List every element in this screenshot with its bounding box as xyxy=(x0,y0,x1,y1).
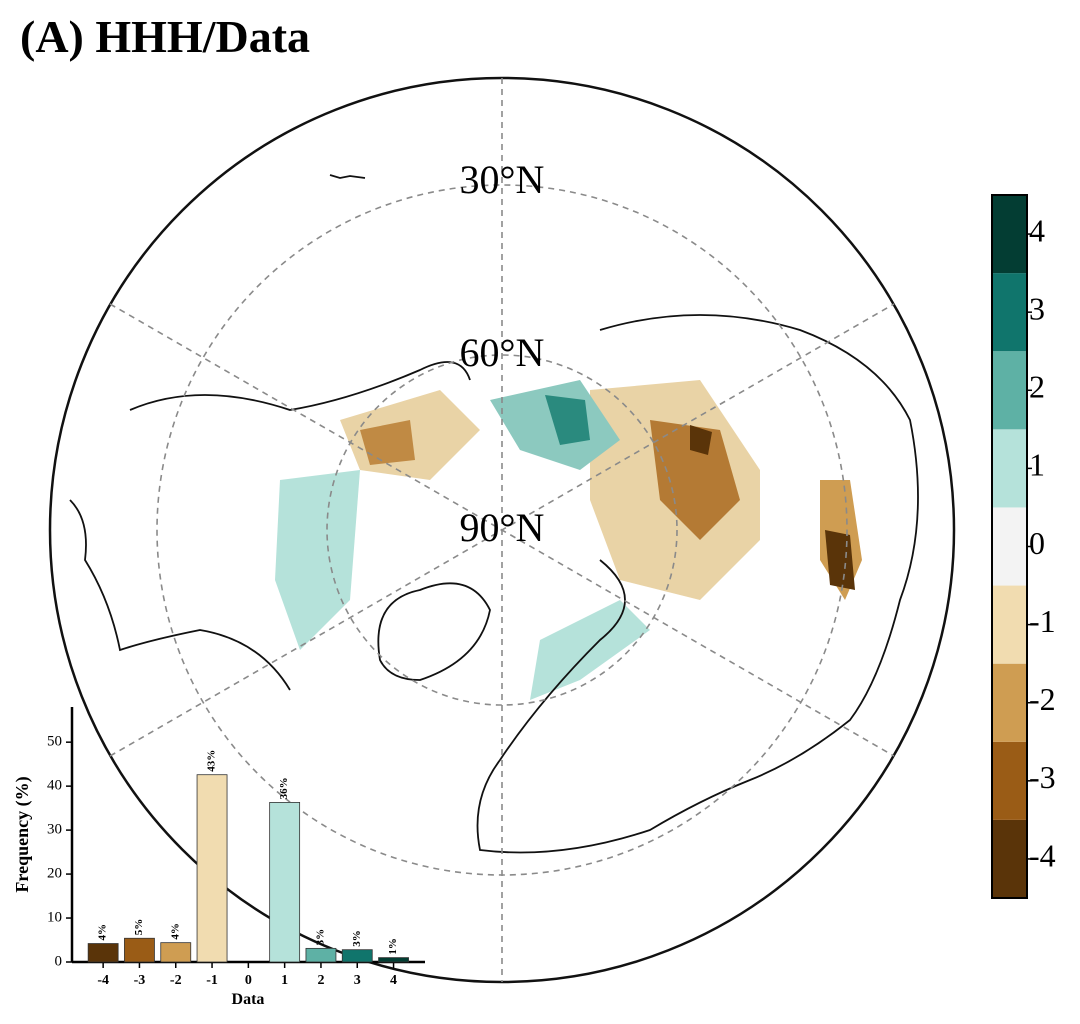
colorbar-tick-label: -2 xyxy=(1029,681,1056,717)
y-tick-label: 50 xyxy=(47,734,62,750)
figure-title: (A) HHH/Data xyxy=(20,11,310,62)
map-patch xyxy=(275,470,360,650)
map-patch xyxy=(360,420,415,465)
x-tick-label: 2 xyxy=(317,973,324,988)
lat-label: 60°N xyxy=(460,330,545,375)
colorbar-tick-label: 1 xyxy=(1029,447,1045,483)
meridian xyxy=(109,303,895,757)
colorbar-segment xyxy=(992,663,1027,742)
y-tick-label: 0 xyxy=(55,953,63,969)
colorbar-tick-label: 2 xyxy=(1029,369,1045,405)
bar xyxy=(378,957,409,963)
x-tick-label: -2 xyxy=(170,973,182,988)
value-label: 36% xyxy=(278,777,290,799)
x-tick-label: -1 xyxy=(206,973,218,988)
colorbar-tick-label: -4 xyxy=(1029,837,1056,873)
x-tick-label: 4 xyxy=(390,973,397,988)
bar xyxy=(160,942,192,963)
map-patch xyxy=(690,425,712,455)
coastline xyxy=(476,314,919,854)
bar xyxy=(124,937,155,963)
value-label: 1% xyxy=(387,938,399,955)
x-axis-label: Data xyxy=(232,991,265,1008)
y-tick-label: 20 xyxy=(47,866,62,882)
y-tick-label: 30 xyxy=(47,822,62,838)
x-tick-label: 3 xyxy=(354,973,361,988)
colorbar-frame xyxy=(991,194,1028,899)
bar xyxy=(269,802,301,963)
colorbar-tick-label: 3 xyxy=(1029,291,1045,327)
frequency-inset: 0 10 20 30 40 50 -4 4% -3 5% -2 4% -1 43% 0 1 36% 2 3% 3 3% 4… xyxy=(12,707,425,1008)
coastline xyxy=(69,499,291,691)
colorbar-segment xyxy=(992,507,1027,586)
colorbar-segment xyxy=(992,273,1027,352)
colorbar-tick-label: -1 xyxy=(1029,603,1056,639)
map-patch xyxy=(825,530,855,590)
value-label: 43% xyxy=(206,750,218,772)
lat-label: 90°N xyxy=(460,505,545,550)
colorbar-segment xyxy=(992,741,1027,820)
bar xyxy=(305,947,337,963)
colorbar-tick-label: -3 xyxy=(1029,759,1056,795)
value-label: 4% xyxy=(97,924,109,941)
colorbar: -4 -3 -2 -1 0 1 2 3 4 xyxy=(991,194,1056,899)
bar xyxy=(196,774,228,963)
colorbar-segment xyxy=(992,351,1027,430)
lat-ring xyxy=(326,354,678,706)
value-label: 5% xyxy=(133,919,145,936)
x-tick-label: -3 xyxy=(134,973,146,988)
colorbar-tick-label: 4 xyxy=(1029,212,1045,248)
colorbar-segment xyxy=(992,429,1027,508)
colorbar-tick-label: 0 xyxy=(1029,525,1045,561)
x-tick-label: -4 xyxy=(97,973,109,988)
value-label: 3% xyxy=(314,929,326,946)
polar-map: 30°N 60°N 90°N xyxy=(48,76,956,984)
colorbar-segment xyxy=(992,819,1027,898)
map-patch xyxy=(545,395,590,445)
y-axis-label: Frequency (%) xyxy=(12,776,33,892)
bar xyxy=(341,949,373,963)
colorbar-segment xyxy=(992,585,1027,664)
y-tick-label: 10 xyxy=(47,909,62,925)
y-tick-label: 40 xyxy=(47,778,62,794)
coastline xyxy=(129,361,471,411)
colorbar-segment xyxy=(992,195,1027,274)
map-patch xyxy=(650,420,740,540)
value-label: 3% xyxy=(351,930,363,947)
coastline xyxy=(329,174,366,179)
x-tick-label: 1 xyxy=(281,973,288,988)
bar xyxy=(87,943,119,963)
x-tick-label: 0 xyxy=(245,973,252,988)
lat-label: 30°N xyxy=(460,157,545,202)
value-label: 4% xyxy=(169,923,181,940)
